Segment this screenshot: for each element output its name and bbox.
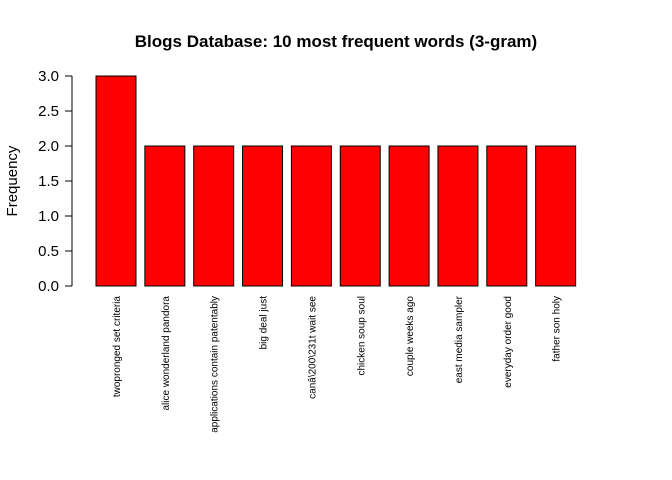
x-tick-label: father son holy	[552, 296, 563, 362]
bar	[242, 145, 284, 287]
bar	[437, 145, 479, 287]
x-axis-tick-labels: twopronged set criteria alice wonderland …	[112, 295, 563, 432]
y-tick-label: 1.5	[38, 173, 59, 190]
chart-title: Blogs Database: 10 most frequent words (…	[135, 32, 537, 51]
bar	[388, 145, 430, 287]
bar	[144, 145, 186, 287]
x-tick-label: everyday order good	[503, 296, 514, 388]
x-tick-label: applications contain patentably	[210, 296, 221, 433]
bar	[290, 145, 332, 287]
x-tick-label: big deal just	[259, 296, 270, 350]
bar	[486, 145, 528, 287]
x-tick-label: couple weeks ago	[405, 296, 416, 376]
y-tick-label: 2.0	[38, 138, 59, 155]
y-tick-label: 3.0	[38, 68, 59, 85]
y-tick-label: 1.0	[38, 208, 59, 225]
x-tick-label: east media sampler	[454, 295, 465, 383]
bar	[339, 145, 381, 287]
bar	[535, 145, 577, 287]
bar	[193, 145, 235, 287]
y-axis-label: Frequency	[4, 145, 21, 216]
x-tick-label: chicken soup soul	[356, 296, 367, 376]
x-tick-label: twopronged set criteria	[112, 296, 123, 398]
y-tick-label: 0.5	[38, 243, 59, 260]
y-tick-label: 2.5	[38, 103, 59, 120]
x-tick-label: canâ\200\231t wait see	[307, 296, 318, 399]
bars	[95, 75, 577, 287]
bar	[95, 75, 137, 287]
x-tick-label: alice wonderland pandora	[161, 296, 172, 411]
y-axis-ticks: 0.0 0.5 1.0 1.5 2.0 2.5 3.0	[38, 68, 72, 295]
y-tick-label: 0.0	[38, 278, 59, 295]
